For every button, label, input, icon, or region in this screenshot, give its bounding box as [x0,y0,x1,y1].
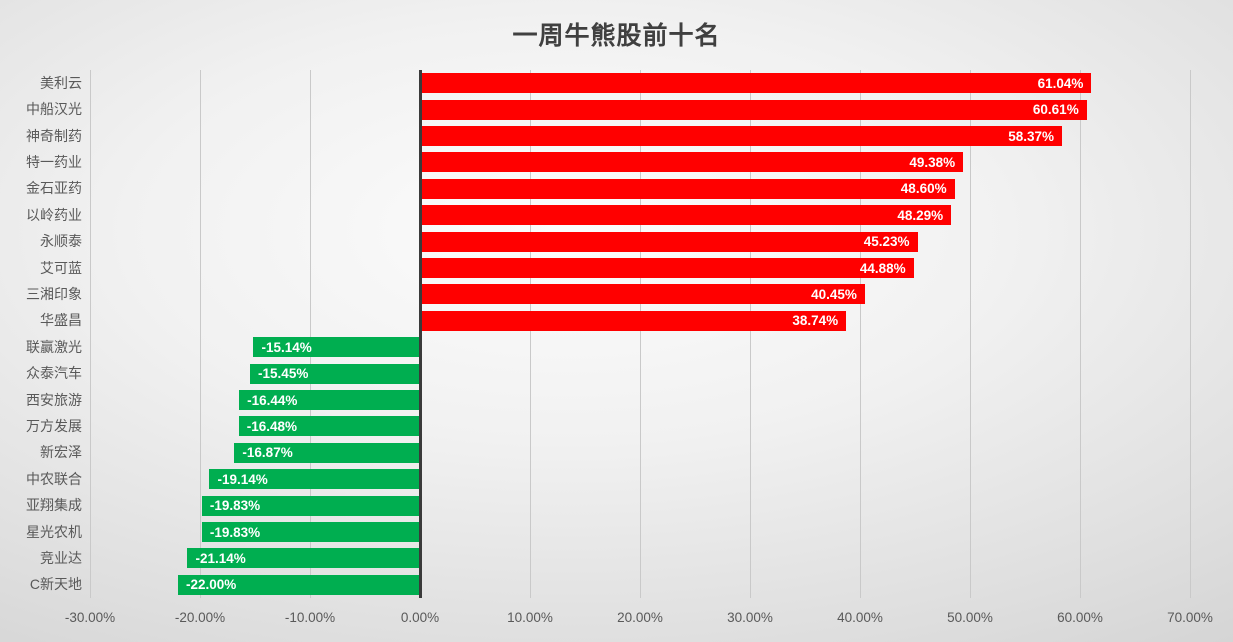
gridline [969,70,971,598]
bar-value-label: 48.29% [897,207,944,223]
gridline [1189,70,1191,598]
x-axis-tick-label: -20.00% [174,610,226,625]
x-axis-tick-label: 60.00% [1057,610,1103,625]
bar-value-label: 45.23% [863,234,910,250]
category-label: 华盛昌 [40,312,82,329]
gridline [309,70,311,598]
bar: -16.48% [238,416,420,437]
category-label: C新天地 [29,576,82,593]
x-axis-tick-label: 10.00% [507,610,553,625]
bar-value-label: -19.83% [209,498,261,514]
gridline [859,70,861,598]
gridline [749,70,751,598]
x-axis-tick-label: 0.00% [400,610,440,625]
category-label: 亚翔集成 [26,497,82,514]
bar: 38.74% [420,310,847,331]
bar: -15.45% [250,363,420,384]
category-label: 万方发展 [26,417,82,434]
bar-value-label: 38.74% [792,313,839,329]
bar: -22.00% [178,574,420,595]
category-label: 特一药业 [26,153,82,170]
bar-value-label: -19.14% [217,471,268,487]
category-label: 艾可蓝 [40,259,82,276]
bar-value-label: -16.87% [242,445,293,461]
x-axis-tick-label: 50.00% [947,610,993,625]
bar: 44.88% [420,258,914,278]
category-label: 众泰汽车 [26,365,82,382]
bar: -15.14% [253,337,420,358]
category-label: 西安旅游 [26,391,82,408]
gridline [1079,70,1081,598]
bar-value-label: -19.83% [209,524,261,540]
x-axis-tick-label: -10.00% [284,610,336,625]
bar: 58.37% [420,126,1063,146]
bar-value-label: 60.61% [1032,102,1079,118]
bar-value-label: -15.45% [258,366,309,382]
category-label: 美利云 [40,74,82,91]
category-label: 星光农机 [26,523,82,540]
bar-value-label: 44.88% [859,260,906,276]
category-label: 金石亚药 [26,180,82,197]
category-label: 联赢激光 [26,338,82,355]
x-axis-tick-label: 30.00% [727,610,773,625]
category-label: 三湘印象 [26,285,82,302]
bar-value-label: -21.14% [195,550,246,566]
category-label: 新宏泽 [40,444,82,461]
gridline [199,70,201,598]
category-label: 中船汉光 [26,101,82,118]
category-label: 永顺泰 [40,233,82,250]
bar: 60.61% [420,99,1087,120]
zero-axis-line [418,70,422,598]
x-axis-tick-label: 40.00% [837,610,883,625]
bar: 49.38% [420,152,964,173]
bar: -16.44% [239,390,420,410]
bar: -19.83% [201,495,420,516]
bar: 45.23% [420,231,918,252]
bar: 48.60% [420,178,955,199]
category-label: 神奇制药 [26,127,82,144]
bar-value-label: -16.48% [246,418,298,434]
x-axis-tick-label: 70.00% [1167,610,1213,625]
bar-value-label: -15.14% [261,339,312,355]
bar-value-label: -16.44% [247,392,298,408]
bar-value-label: 49.38% [909,154,956,170]
category-label: 中农联合 [26,470,82,487]
bar-value-label: 40.45% [811,286,857,302]
gridline [89,70,91,598]
bar-value-label: 58.37% [1008,128,1055,144]
gridline [639,70,641,598]
bar: -19.83% [201,522,420,542]
bar: 40.45% [420,284,865,305]
chart-title: 一周牛熊股前十名 [512,22,721,50]
bar-value-label: 61.04% [1037,75,1084,91]
gridline [529,70,531,598]
category-label: 以岭药业 [26,206,82,223]
category-label: 竞业达 [40,549,82,566]
bar: -16.87% [234,442,420,463]
bar-value-label: 48.60% [900,181,947,197]
bar: 61.04% [420,73,1092,94]
bar-value-label: -22.00% [186,577,237,593]
bar: 48.29% [420,205,952,226]
bar: -21.14% [187,548,420,569]
bar: -19.14% [209,469,420,490]
x-axis-tick-label: -30.00% [64,610,116,625]
x-axis-tick-label: 20.00% [617,610,663,625]
